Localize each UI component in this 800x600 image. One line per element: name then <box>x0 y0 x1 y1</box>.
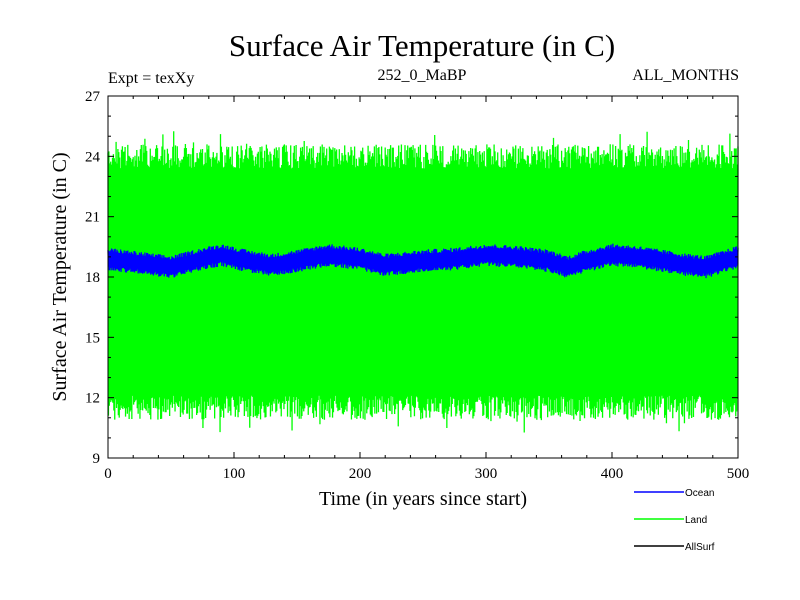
subtitle-left: Expt = texXy <box>108 70 194 87</box>
x-tick-label: 300 <box>475 466 498 482</box>
x-tick-label: 100 <box>223 466 246 482</box>
series-ocean-line <box>107 243 739 279</box>
legend-label-ocean: Ocean <box>685 488 714 499</box>
y-tick-label: 18 <box>85 270 100 286</box>
y-tick-label: 12 <box>85 391 100 407</box>
y-tick-label: 9 <box>93 451 101 467</box>
series-layer <box>107 131 739 433</box>
subtitle-center: 252_0_MaBP <box>378 67 467 84</box>
y-tick-label: 15 <box>85 330 100 346</box>
x-tick-label: 400 <box>601 466 624 482</box>
legend: Ocean Land AllSurf <box>634 488 715 553</box>
chart-title: Surface Air Temperature (in C) <box>229 28 615 63</box>
y-axis-label: Surface Air Temperature (in C) <box>49 152 71 401</box>
subtitle-right: ALL_MONTHS <box>632 67 739 84</box>
legend-label-land: Land <box>685 515 707 526</box>
x-tick-label: 500 <box>727 466 750 482</box>
axis-layer: 0 100 200 300 400 500 9 12 15 18 21 24 27 <box>85 89 749 482</box>
x-tick-label: 0 <box>104 466 112 482</box>
y-tick-label: 21 <box>85 210 100 226</box>
y-tick-label: 24 <box>85 149 101 165</box>
legend-label-allsurf: AllSurf <box>685 542 715 553</box>
series-land-line <box>107 131 739 433</box>
x-axis-label: Time (in years since start) <box>319 488 527 510</box>
x-tick-label: 200 <box>349 466 372 482</box>
y-tick-label: 27 <box>85 89 101 105</box>
